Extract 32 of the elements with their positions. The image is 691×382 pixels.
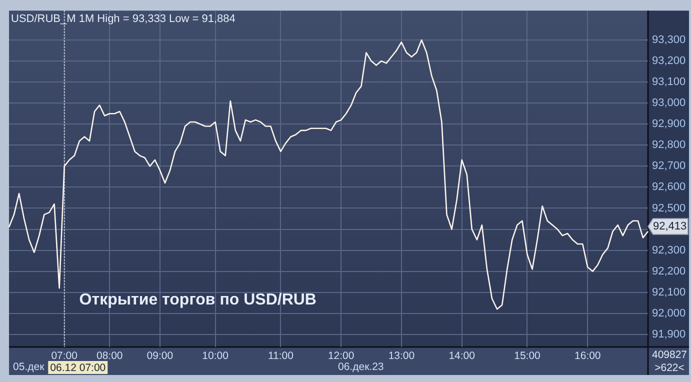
chart-title: USD/RUB_M 1M High = 93,333 Low = 91,884 xyxy=(11,13,236,26)
y-tick-label: 93,100 xyxy=(652,76,686,88)
x-tick-label: 10:00 xyxy=(202,350,229,362)
y-tick-label: 92,000 xyxy=(652,307,686,320)
y-tick-label: 93,200 xyxy=(652,55,686,68)
x-tick-label: 13:00 xyxy=(388,350,415,362)
x-tick-label: 07:00 xyxy=(51,350,78,362)
text: >622< xyxy=(654,362,684,374)
annotation: Открытие торгов по USD/RUB xyxy=(79,291,316,308)
x-tick-label: 08:00 xyxy=(96,350,123,362)
x-tick-label: 12:00 xyxy=(328,350,354,362)
x-tick-label: 14:00 xyxy=(448,350,476,362)
x-tick-label: 11:00 xyxy=(268,350,294,362)
y-tick-label: 92,700 xyxy=(652,160,686,172)
x-tick-label: 09:00 xyxy=(146,350,174,362)
y-tick-label: 92,500 xyxy=(652,202,686,214)
y-tick-label: 93,300 xyxy=(652,34,686,46)
ref-line-label: 06.12 07:00 xyxy=(50,362,106,374)
text: 05.дек xyxy=(13,360,45,373)
x-tick-label: 15:00 xyxy=(514,350,541,362)
x-tick-label: 16:00 xyxy=(574,350,601,362)
y-tick-label: 92,800 xyxy=(652,139,686,152)
y-tick-label: 92,600 xyxy=(652,181,686,194)
y-tick-label: 91,900 xyxy=(652,328,686,340)
y-tick-label: 92,900 xyxy=(652,118,686,130)
y-tick-label: 92,300 xyxy=(652,244,686,256)
text: 409827 xyxy=(652,348,688,361)
y-tick-label: 93,000 xyxy=(652,97,686,110)
text: 06.дек.23 xyxy=(338,360,384,373)
y-tick-label: 92,100 xyxy=(652,286,686,298)
annotation: 92,413 xyxy=(653,220,687,233)
y-tick-label: 92,200 xyxy=(652,265,686,278)
